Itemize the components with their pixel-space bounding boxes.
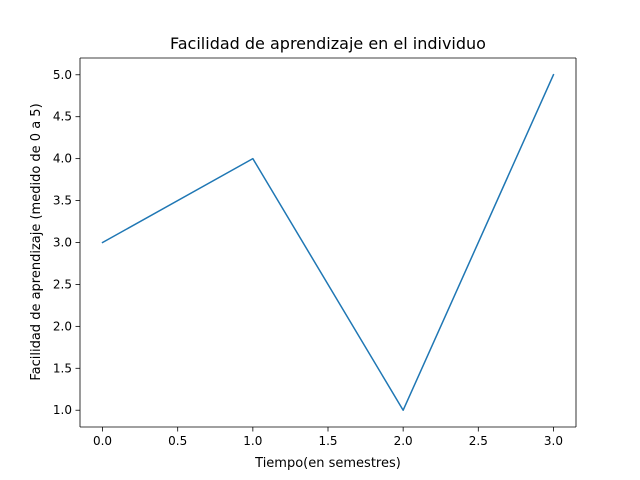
y-tick-label: 2.0 xyxy=(53,319,72,333)
y-tick-label: 1.5 xyxy=(53,361,72,375)
y-tick-label: 4.0 xyxy=(53,152,72,166)
x-tick-label: 0.0 xyxy=(93,434,112,448)
y-tick-label: 5.0 xyxy=(53,68,72,82)
x-tick-label: 0.5 xyxy=(168,434,187,448)
series-line-0 xyxy=(101,73,555,411)
y-tick-label: 3.5 xyxy=(53,194,72,208)
y-tick-label: 4.5 xyxy=(53,110,72,124)
y-tick-label: 1.0 xyxy=(53,403,72,417)
plot-background xyxy=(80,58,576,427)
x-tick-label: 3.0 xyxy=(544,434,563,448)
x-tick-label: 1.5 xyxy=(318,434,337,448)
x-axis-label: Tiempo(en semestres) xyxy=(254,456,401,471)
chart-title: Facilidad de aprendizaje en el individuo xyxy=(170,34,486,53)
x-tick-label: 2.5 xyxy=(469,434,488,448)
x-tick-label: 1.0 xyxy=(243,434,262,448)
y-tick-label: 3.0 xyxy=(53,236,72,250)
plot-area: 0.0 0.5 1.0 1.5 2.0 2.5 3.0 1.0 1.5 2.0 2.5 3.0 3.5 4… xyxy=(53,57,577,448)
y-axis-label: Facilidad de aprendizaje (medido de 0 a … xyxy=(29,103,44,380)
y-tick-label: 2.5 xyxy=(53,277,72,291)
x-tick-label: 2.0 xyxy=(394,434,413,448)
